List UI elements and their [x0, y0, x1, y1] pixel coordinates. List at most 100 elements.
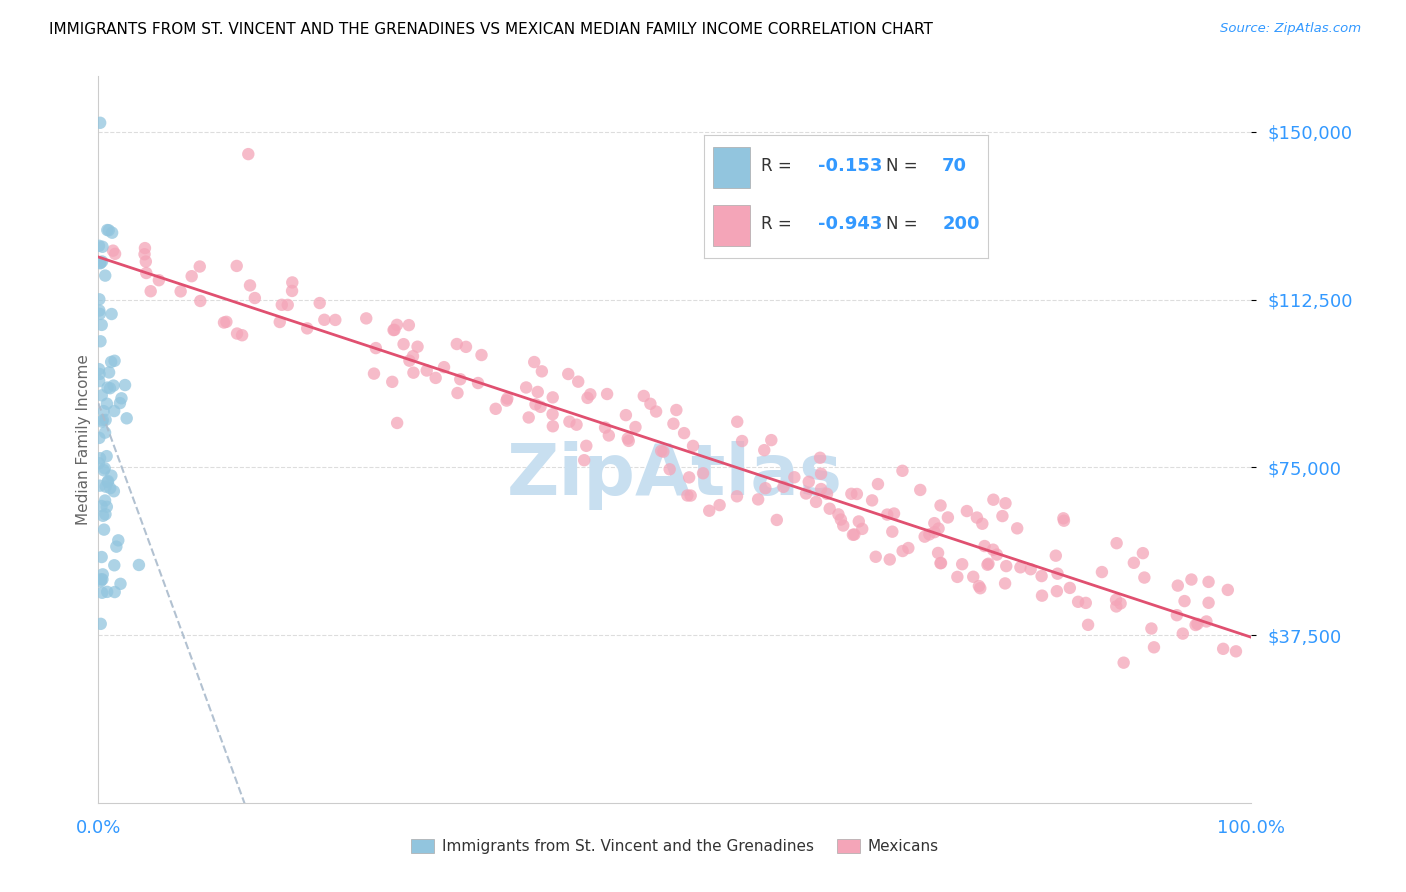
Point	[883, 507, 905, 521]
Point	[496, 392, 519, 406]
Point	[89, 334, 111, 349]
Point	[929, 556, 952, 570]
Point	[94, 425, 117, 440]
Point	[1067, 595, 1090, 609]
Point	[169, 285, 191, 299]
Point	[87, 456, 110, 470]
Point	[148, 273, 170, 287]
Point	[97, 474, 120, 488]
Point	[851, 522, 873, 536]
Point	[89, 374, 111, 388]
Point	[103, 484, 125, 499]
Point	[1109, 597, 1132, 611]
Point	[652, 444, 675, 458]
Point	[983, 492, 1005, 507]
Point	[1225, 644, 1247, 658]
Point	[398, 353, 420, 368]
Point	[104, 247, 127, 261]
Point	[761, 433, 783, 447]
Point	[541, 419, 564, 434]
Point	[90, 388, 112, 402]
Point	[1187, 616, 1209, 631]
Point	[104, 585, 127, 599]
Point	[783, 470, 806, 484]
Point	[645, 404, 668, 418]
Point	[524, 397, 547, 411]
Point	[866, 477, 889, 491]
Point	[1091, 565, 1114, 579]
Point	[281, 284, 304, 298]
Point	[754, 481, 776, 495]
Point	[1195, 615, 1218, 629]
Point	[673, 426, 696, 441]
Point	[93, 463, 115, 477]
Point	[139, 284, 162, 298]
Point	[243, 291, 266, 305]
Point	[794, 486, 817, 500]
Point	[314, 313, 336, 327]
Point	[90, 549, 112, 564]
Point	[981, 542, 1004, 557]
Point	[815, 487, 838, 501]
Text: N =: N =	[886, 215, 922, 233]
Point	[1133, 570, 1156, 584]
Point	[94, 413, 117, 427]
Point	[90, 572, 112, 586]
Point	[1143, 640, 1166, 655]
Point	[725, 415, 748, 429]
Point	[91, 254, 114, 268]
Point	[924, 516, 946, 530]
Point	[956, 504, 979, 518]
Point	[1046, 584, 1069, 599]
Point	[90, 574, 112, 589]
Point	[1105, 536, 1128, 550]
Point	[910, 483, 932, 497]
Point	[1005, 521, 1028, 535]
Point	[927, 546, 949, 560]
Point	[946, 570, 969, 584]
Text: -0.943: -0.943	[817, 215, 882, 233]
Point	[860, 493, 883, 508]
Point	[96, 380, 118, 394]
Point	[89, 256, 111, 270]
Point	[1019, 562, 1042, 576]
Point	[231, 328, 253, 343]
Point	[270, 298, 292, 312]
Point	[994, 496, 1017, 510]
Point	[876, 508, 898, 522]
Point	[810, 467, 832, 481]
Point	[87, 239, 110, 253]
Point	[557, 367, 579, 381]
Point	[662, 417, 685, 431]
Point	[891, 464, 914, 478]
Point	[90, 616, 112, 631]
Point	[485, 401, 508, 416]
FancyBboxPatch shape	[713, 147, 749, 187]
Point	[929, 556, 952, 570]
Point	[1140, 622, 1163, 636]
Point	[446, 386, 468, 401]
Point	[495, 393, 517, 408]
Point	[115, 411, 138, 425]
Point	[640, 397, 662, 411]
Point	[97, 223, 120, 237]
Point	[572, 453, 595, 467]
Point	[91, 240, 114, 254]
Point	[188, 260, 211, 274]
Point	[134, 247, 156, 261]
Point	[579, 387, 602, 401]
Point	[682, 439, 704, 453]
Point	[1010, 560, 1032, 574]
Point	[454, 340, 477, 354]
Point	[91, 413, 114, 427]
Point	[1166, 608, 1188, 623]
Point	[1216, 582, 1239, 597]
Point	[188, 293, 211, 308]
Point	[918, 527, 941, 541]
Point	[103, 353, 125, 368]
Point	[392, 337, 415, 351]
Point	[966, 510, 988, 524]
Point	[89, 431, 111, 445]
Point	[381, 375, 404, 389]
Point	[848, 515, 870, 529]
